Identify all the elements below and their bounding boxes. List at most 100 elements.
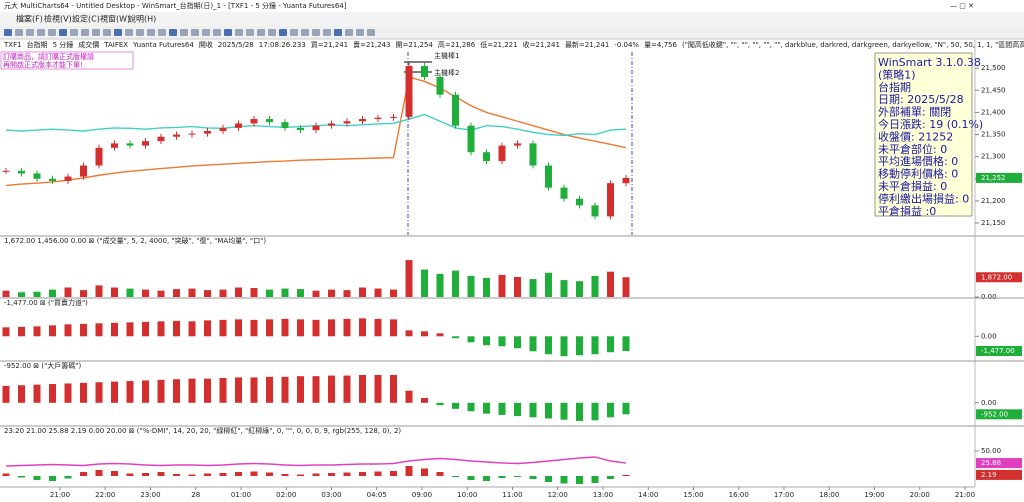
histogram-bar: [622, 277, 630, 297]
time-label: 02:00: [276, 491, 296, 499]
histogram-bar: [250, 288, 258, 297]
histogram-bar: [591, 476, 599, 483]
tool-icon[interactable]: [202, 29, 210, 36]
pane-header: -952.00 ⊠ ("大戶籌碼"): [4, 361, 82, 370]
histogram-bar: [545, 272, 552, 297]
tool-icon[interactable]: [235, 29, 243, 36]
histogram-bar: [359, 472, 366, 476]
tool-icon[interactable]: [81, 29, 89, 36]
time-label: 13:00: [593, 491, 613, 499]
tool-icon[interactable]: [92, 29, 100, 36]
tool-icon[interactable]: [114, 29, 122, 36]
histogram-bar: [405, 390, 413, 403]
histogram-bar: [297, 376, 304, 403]
histogram-bar: [529, 402, 537, 418]
tool-icon[interactable]: [103, 29, 111, 36]
histogram-bar: [250, 471, 258, 476]
y-tick-label: 21,200: [981, 197, 1006, 205]
tool-icon[interactable]: [312, 29, 320, 36]
histogram-bar: [64, 383, 72, 403]
histogram-bar: [560, 280, 568, 297]
histogram-bar: [483, 476, 490, 481]
tool-icon[interactable]: [136, 29, 144, 36]
histogram-bar: [281, 288, 289, 297]
histogram-bar: [95, 382, 103, 403]
tool-icon[interactable]: [158, 29, 166, 36]
histogram-bar: [576, 336, 583, 356]
window-buttons[interactable]: — ▢ ✕: [950, 2, 974, 10]
tool-icon[interactable]: [279, 29, 287, 36]
candle: [18, 170, 25, 174]
tool-icon[interactable]: [125, 29, 133, 36]
tool-icon[interactable]: [224, 29, 232, 36]
tool-icon[interactable]: [290, 29, 298, 36]
tool-icon[interactable]: [26, 29, 34, 36]
menu-item[interactable]: 設定(C): [72, 14, 100, 24]
menu: 檔案(F) 檢視(V) 設定(C) 視窗(W)說明(H): [16, 14, 156, 24]
tool-icon[interactable]: [147, 29, 155, 36]
histogram-bar: [622, 474, 630, 476]
histogram-bar: [157, 321, 165, 337]
menu-item[interactable]: 檢視(V): [44, 14, 72, 24]
histogram-bar: [173, 379, 180, 403]
tool-icon[interactable]: [15, 29, 23, 36]
candle: [529, 143, 537, 166]
tool-icon[interactable]: [257, 29, 265, 36]
tool-icon[interactable]: [246, 29, 254, 36]
tool-icon[interactable]: [37, 29, 45, 36]
tool-icon[interactable]: [4, 29, 12, 36]
tool-icon[interactable]: [191, 29, 199, 36]
histogram-bar: [452, 336, 459, 339]
note-box: [0, 51, 134, 70]
candle: [359, 119, 366, 122]
histogram-bar: [18, 326, 25, 337]
time-label: 18:00: [819, 491, 839, 499]
tool-icon[interactable]: [367, 29, 375, 36]
histogram-bar: [204, 473, 211, 476]
time-label: 14:00: [638, 491, 658, 499]
tool-icon[interactable]: [356, 29, 364, 36]
histogram-bar: [390, 374, 397, 403]
tool-icon[interactable]: [323, 29, 331, 36]
tool-icon[interactable]: [169, 29, 177, 36]
histogram-bar: [33, 476, 41, 480]
candle: [80, 165, 87, 177]
header-field: 5 分鐘: [53, 40, 74, 49]
tool-icon[interactable]: [70, 29, 78, 36]
tool-icon[interactable]: [213, 29, 221, 36]
tool-icon[interactable]: [48, 29, 56, 36]
info-line: WinSmart 3.1.0.38: [878, 56, 981, 69]
histogram-bar: [312, 473, 320, 476]
histogram-bar: [312, 290, 320, 297]
title-bar: [0, 0, 1024, 12]
histogram-bar: [2, 290, 10, 297]
candle: [591, 205, 599, 217]
header-field: 台指期: [27, 40, 48, 49]
histogram-bar: [591, 275, 599, 297]
tool-icon[interactable]: [334, 29, 342, 36]
menu-item[interactable]: 檔案(F): [16, 14, 43, 24]
tool-icon[interactable]: [301, 29, 309, 36]
tool-icon[interactable]: [268, 29, 276, 36]
time-label: 20:00: [910, 491, 930, 499]
value-box: [976, 469, 1022, 480]
value-box-label: -1,477.00: [981, 347, 1015, 355]
candle: [436, 76, 444, 95]
tool-icon[interactable]: [345, 29, 353, 36]
candle: [142, 141, 149, 146]
tool-icon[interactable]: [180, 29, 188, 36]
candle: [111, 143, 118, 148]
menu-item[interactable]: 說明(H): [128, 14, 156, 24]
histogram-bar: [126, 473, 134, 476]
time-label: 11:00: [502, 491, 522, 499]
histogram-bar: [390, 319, 397, 337]
menu-item[interactable]: 視窗(W): [100, 14, 130, 24]
note: 訂購商品，請訂購正式版權請: [3, 52, 94, 61]
histogram-bar: [343, 375, 351, 403]
histogram-bar: [111, 287, 118, 297]
histogram-bar: [157, 290, 165, 297]
y-tick-label: 0.00: [981, 332, 997, 340]
tool-icon[interactable]: [59, 29, 67, 36]
pane-header: -1,477.00 ⊠ ("買賣力道"): [4, 298, 88, 307]
histogram-bar: [421, 269, 428, 297]
